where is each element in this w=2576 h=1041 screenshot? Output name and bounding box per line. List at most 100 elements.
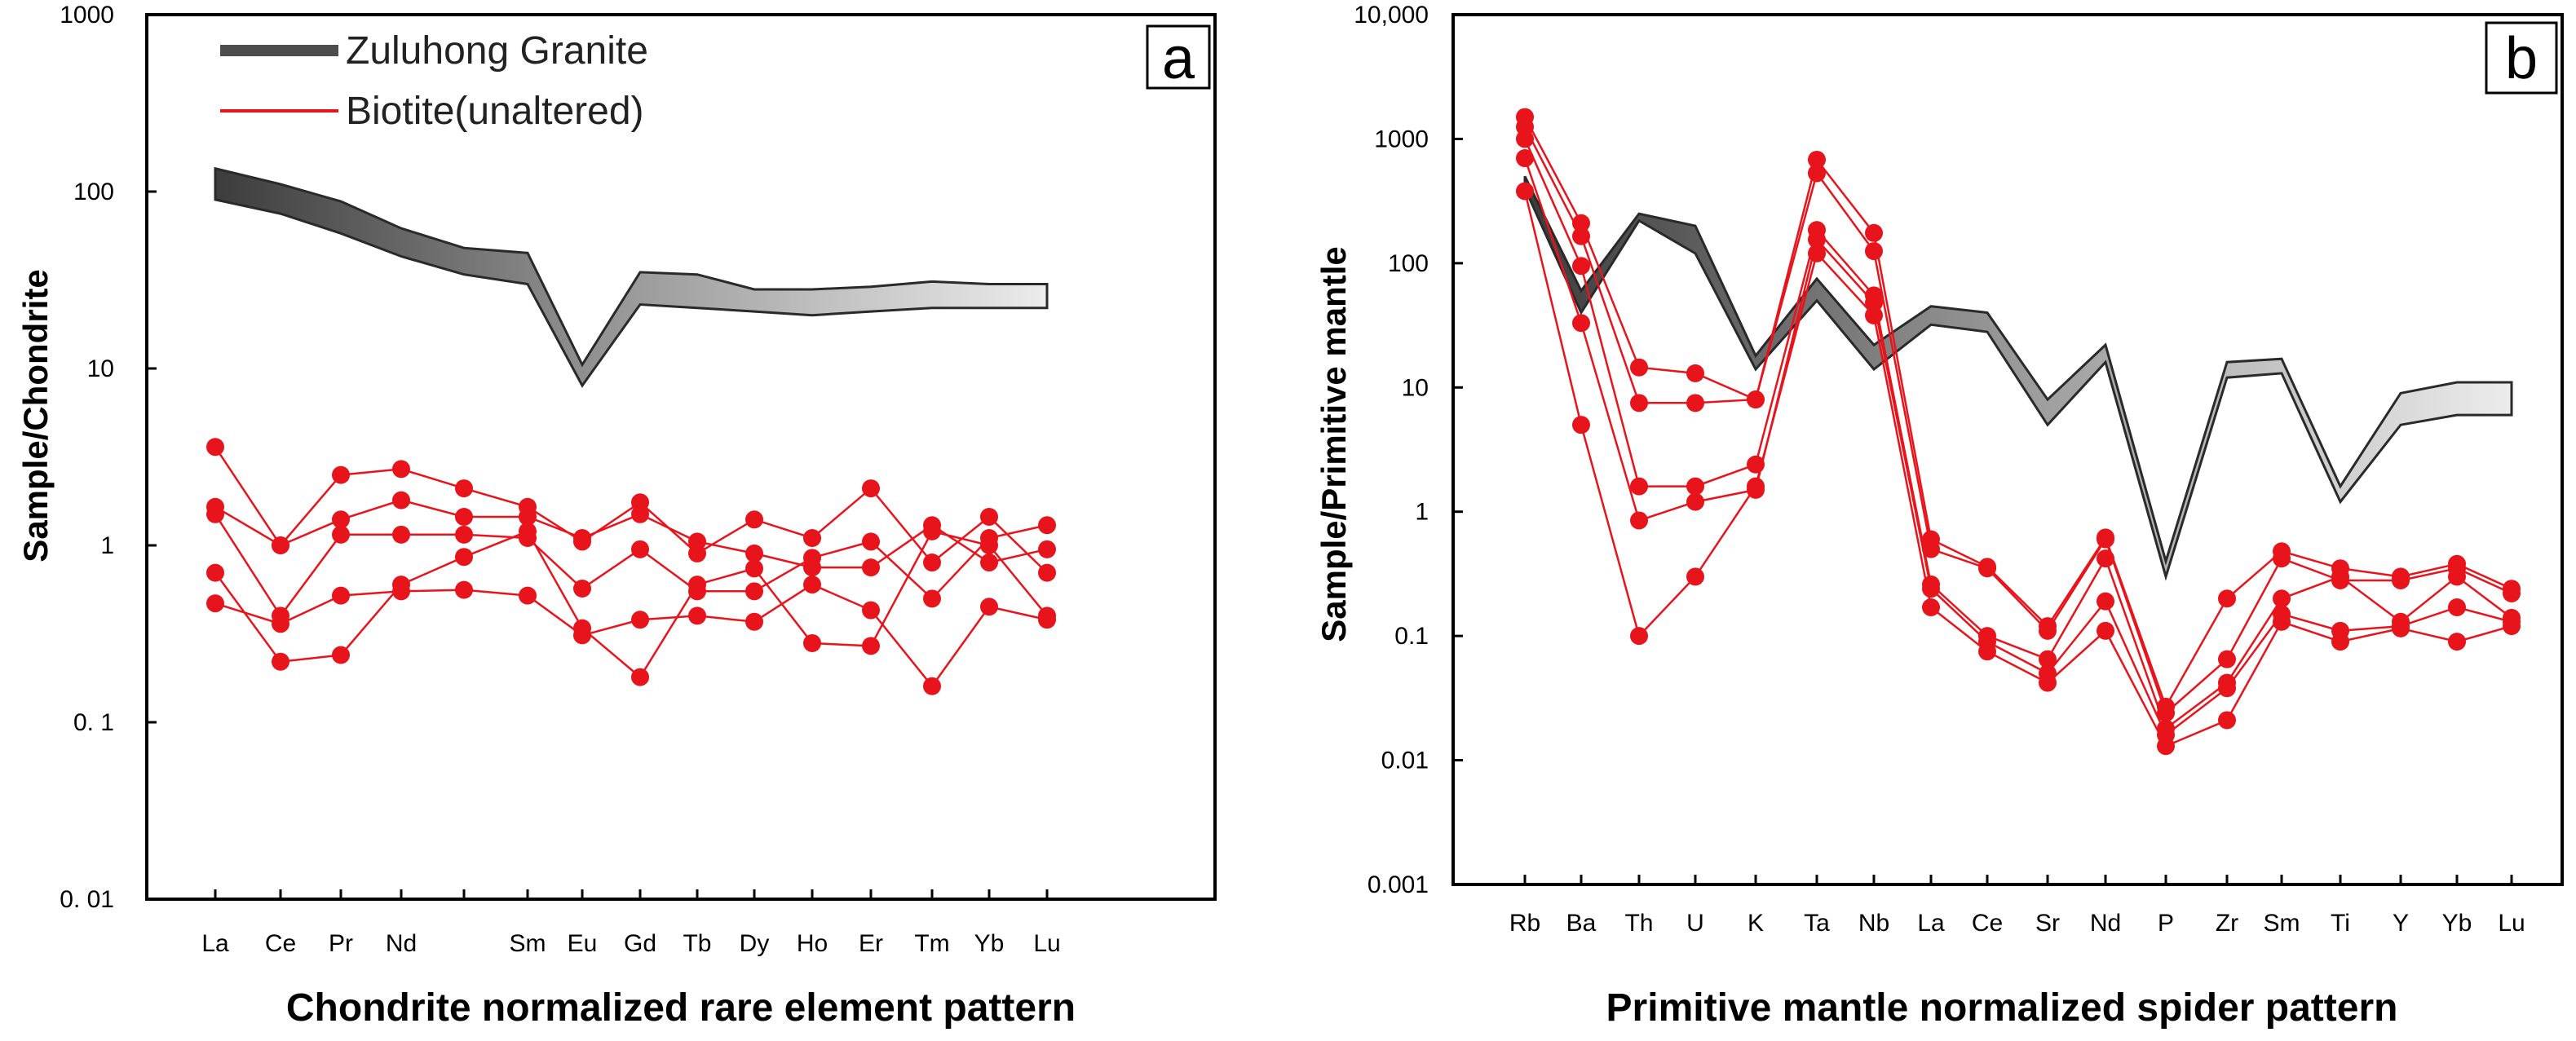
x-tick-label: Lu [2498,910,2525,937]
panel-b: 10,000 1000 100 10 1 0.1 0.01 0.001 Rb Ba Th U K Ta N… [1315,2,2564,1030]
sample-point [455,548,473,567]
x-tick-label: Rb [1509,910,1540,937]
sample-point [1922,540,1940,558]
sample-point [206,438,224,457]
panel-a-letter: a [1162,26,1195,91]
panel-a-letter-box [1146,24,1211,90]
x-tick-label: Ce [265,930,296,957]
sample-point [923,522,941,540]
sample-point [1572,416,1590,434]
sample-point [455,507,473,526]
sample-series-1 [1516,108,2521,716]
sample-point [1038,563,1056,582]
sample-point [1978,559,1996,578]
sample-point [745,510,763,529]
panel-b-x-axis: Rb Ba Th U K Ta Nb La Ce Sr Nd P Zr Sm Ti Y Yb Lu [1509,875,2525,937]
sample-point [455,479,473,498]
x-tick-label: Sm [2264,910,2300,937]
sample-point [631,540,649,558]
sample-series-5 [1516,182,2521,756]
sample-point [332,510,350,529]
sample-point [519,586,537,605]
sample-point [1922,598,1940,617]
x-tick-label: La [1917,910,1945,937]
x-tick-label: Er [859,930,883,957]
sample-point [1808,230,1826,249]
sample-point [2218,589,2236,608]
panel-a: 1000 100 10 1 0. 1 0. 01 La Ce Pr Nd Sm Eu Gd Tb Dy Ho… [16,2,1217,1030]
x-tick-label: K [1748,910,1764,937]
sample-point [332,586,350,605]
sample-line [1523,117,2512,709]
legend-band-label: Zuluhong Granite [346,29,648,73]
x-tick-label: Nd [386,930,417,957]
y-tick-label: 0.001 [1368,871,1429,898]
legend: Zuluhong Granite Biotite(unaltered) [220,29,648,133]
sample-point [332,465,350,484]
panel-a-sample-series [206,438,1056,695]
sample-point [980,554,998,572]
sample-point [2097,549,2114,568]
y-tick-label: 1000 [60,2,114,29]
sample-point [332,525,350,544]
sample-point [688,607,706,625]
x-tick-label: Th [1624,910,1653,937]
y-tick-label: 100 [73,179,114,205]
sample-point [2273,612,2291,631]
sample-point [803,633,821,652]
x-tick-label: Ta [1804,910,1830,937]
sample-point [688,532,706,551]
sample-point [803,576,821,594]
sample-point [745,582,763,601]
panel-a-granite-band [214,166,1049,388]
sample-point [272,615,289,633]
x-tick-label: Tm [914,930,949,957]
sample-point [1516,182,1534,201]
sample-line [1523,126,2512,715]
y-tick-label: 0.01 [1381,748,1429,774]
sample-point [2331,567,2349,586]
x-tick-label: Nd [2090,910,2121,937]
sample-point [923,589,941,608]
sample-point [1865,223,1883,242]
panel-a-y-axis-title: Sample/Chondrite [16,269,55,562]
granite-band-area [1523,175,2513,581]
panel-b-granite-band [1523,175,2513,581]
sample-point [573,579,591,598]
sample-point [332,646,350,664]
sample-point [980,536,998,554]
x-tick-label: Nb [1858,910,1889,937]
y-tick-label: 100 [1388,250,1429,277]
sample-point [631,505,649,523]
sample-point [980,598,998,616]
sample-point [2273,589,2291,608]
sample-point [1630,511,1648,530]
panel-a-y-axis: 1000 100 10 1 0. 1 0. 01 [60,2,157,913]
sample-point [2097,592,2114,611]
sample-point [392,491,410,509]
sample-series-4 [206,576,1056,695]
sample-point [2218,650,2236,668]
sample-point [2218,679,2236,698]
sample-point [1922,580,1940,598]
sample-point [2448,633,2466,651]
sample-line [1523,191,2512,748]
panel-b-letter-box [2485,21,2558,95]
panel-b-letter: b [2505,26,2538,91]
y-tick-label: 10 [87,355,114,382]
sample-series-3 [206,505,1056,625]
sample-point [2331,633,2349,651]
sample-point [1630,477,1648,496]
sample-point [862,601,880,620]
sample-point [519,522,537,540]
sample-point [1516,130,1534,148]
sample-point [2097,530,2114,549]
sample-point [2448,567,2466,586]
x-tick-label: La [201,930,229,957]
x-tick-label: Ba [1566,910,1597,937]
y-tick-label: 0. 1 [73,709,114,736]
sample-point [862,532,880,551]
sample-series-2 [1516,117,2521,722]
sample-point [1630,358,1648,377]
